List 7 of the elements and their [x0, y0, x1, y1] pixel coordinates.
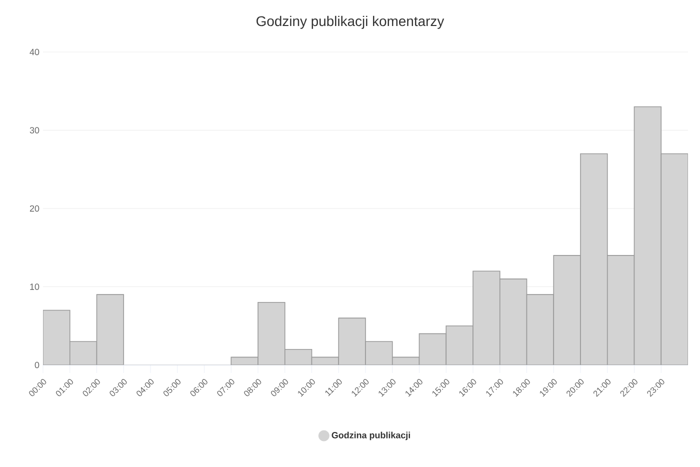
y-tick-label: 30	[30, 127, 40, 134]
chart-title: Godziny publikacji komentarzy	[256, 16, 444, 29]
y-tick-label: 20	[30, 205, 40, 212]
legend-label: Godzina publikacji	[332, 432, 410, 440]
y-tick-label: 10	[30, 284, 40, 290]
y-tick-label: 0	[34, 362, 40, 368]
y-tick-label: 40	[30, 48, 40, 56]
